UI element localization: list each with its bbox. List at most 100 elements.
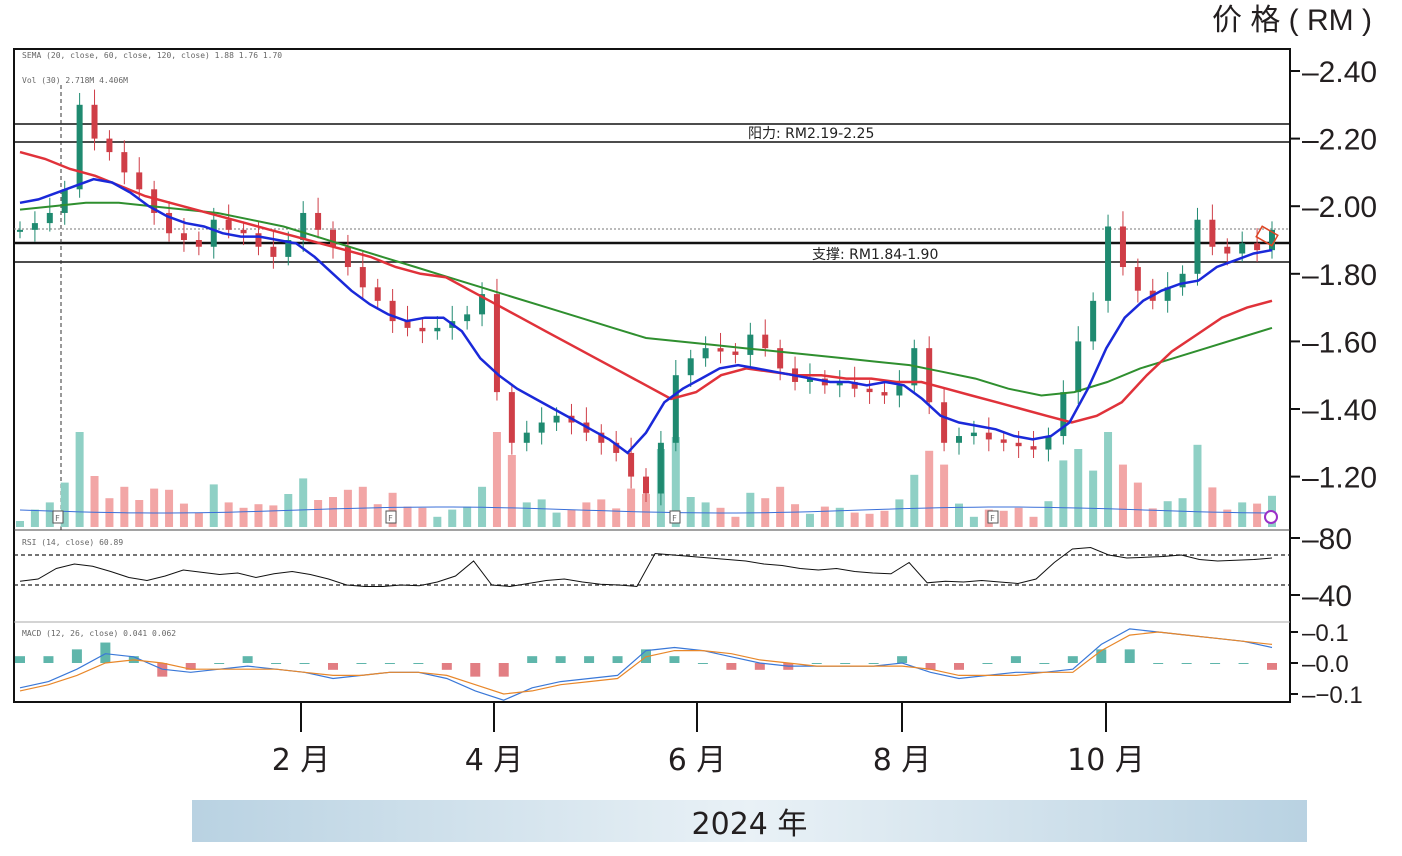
- volume-bar: [209, 484, 218, 527]
- candle-body: [300, 212, 307, 240]
- volume-bar: [597, 499, 606, 527]
- volume-bar: [373, 504, 382, 527]
- volume-bar: [776, 486, 785, 527]
- candle-body: [553, 415, 560, 423]
- ema120-line: [19, 201, 1273, 397]
- candle-body: [836, 381, 843, 386]
- volume-bar: [746, 492, 755, 527]
- candle-body: [315, 212, 322, 230]
- volume-bar: [850, 512, 859, 527]
- candle-body: [747, 334, 754, 355]
- candle-body: [210, 219, 217, 247]
- legend-line-2: Vol (30) 2.718M 4.406M: [22, 76, 128, 85]
- macd-histogram-bar: [584, 656, 595, 663]
- candle-body: [180, 233, 187, 240]
- macd-histogram-bar: [100, 642, 111, 663]
- candle-body: [866, 388, 873, 393]
- macd-histogram-bar: [356, 663, 367, 664]
- rsi-label: RSI (14, close) 60.89: [22, 538, 123, 547]
- candle-body: [538, 422, 545, 433]
- volume-bar: [1089, 470, 1098, 527]
- volume-bar: [1104, 432, 1113, 527]
- volume-bar: [224, 502, 233, 527]
- macd-histogram-bar: [1238, 663, 1249, 664]
- macd-histogram-bar: [697, 663, 708, 664]
- macd-signal-line: [19, 631, 1273, 695]
- macd-histogram-bar: [1067, 656, 1078, 663]
- volume-bar: [582, 502, 591, 527]
- candle-body: [389, 300, 396, 322]
- candle-body: [523, 432, 530, 443]
- event-markers: F F F F: [52, 510, 1278, 524]
- candle-body: [1075, 341, 1082, 393]
- macd-histogram-bar: [811, 663, 822, 664]
- candle-body: [598, 432, 605, 443]
- y-tick-label: –1.80: [1302, 259, 1377, 292]
- volume-bar: [358, 486, 367, 527]
- x-tick-label: 10 月: [1067, 743, 1145, 778]
- candle-body: [672, 375, 679, 443]
- macd-line: [19, 628, 1273, 701]
- candle-body: [926, 348, 933, 403]
- volume-bars: [16, 432, 1276, 527]
- volume-bar: [90, 476, 99, 527]
- macd-histogram-bar: [1096, 649, 1107, 663]
- candle-body: [76, 104, 83, 190]
- volume-bar: [60, 482, 69, 527]
- candle-body: [941, 402, 948, 443]
- candle-body: [1045, 436, 1052, 450]
- volume-bar: [1163, 501, 1172, 527]
- y-axis-title: 价 格 ( RM ): [1212, 4, 1372, 37]
- volume-bar: [969, 516, 978, 527]
- candle-body: [151, 189, 158, 213]
- macd-histogram-bar: [470, 663, 481, 677]
- ema60-line: [19, 150, 1273, 424]
- volume-bar: [299, 478, 308, 527]
- candle-body: [956, 436, 962, 443]
- macd-histogram-bar: [641, 649, 651, 663]
- volume-bar: [1208, 487, 1217, 527]
- candle-body: [17, 229, 23, 232]
- y-tick-label: –2.20: [1302, 124, 1377, 157]
- volume-bar: [463, 506, 472, 527]
- volume-bar: [433, 516, 442, 527]
- macd-histogram-bar: [299, 663, 310, 664]
- candle-body: [330, 229, 336, 247]
- y-tick-label: –2.40: [1302, 56, 1377, 89]
- volume-bar: [448, 509, 457, 527]
- candle-body: [31, 223, 38, 230]
- macd-histogram-bar: [1267, 663, 1277, 670]
- x-tick-label: 6 月: [668, 743, 727, 778]
- candle-body: [1224, 246, 1231, 254]
- volume-bar: [612, 508, 621, 527]
- candle-body: [508, 392, 515, 443]
- candle-body: [717, 348, 724, 352]
- macd-histogram-bar: [1181, 663, 1192, 664]
- macd-histogram-bar: [1039, 663, 1050, 664]
- candle-body: [121, 152, 128, 173]
- candle-body: [61, 189, 68, 213]
- macd-histogram-bar: [982, 663, 993, 664]
- candle-body: [344, 246, 351, 268]
- macd-histogram-bar: [71, 649, 82, 663]
- volume-bar: [731, 516, 740, 527]
- candle-body: [479, 294, 486, 315]
- volume-bar: [1238, 502, 1247, 527]
- volume-bar: [30, 509, 39, 527]
- candle-body: [493, 294, 500, 393]
- candle-body: [240, 229, 247, 234]
- volume-bar: [820, 506, 829, 527]
- support-label: 支撑: RM1.84-1.90: [812, 247, 938, 263]
- volume-bar: [269, 505, 278, 527]
- rsi-tick-label: –80: [1302, 523, 1352, 556]
- macd-histogram: [15, 642, 1277, 677]
- volume-bar: [567, 509, 576, 527]
- volume-bar: [388, 492, 397, 527]
- volume-bar: [701, 502, 710, 527]
- volume-bar: [671, 437, 680, 527]
- volume-bar: [925, 450, 934, 527]
- volume-bar: [1014, 507, 1023, 527]
- candle-body: [46, 212, 53, 224]
- y-tick-label: –2.00: [1302, 191, 1377, 224]
- volume-bar: [1133, 482, 1142, 527]
